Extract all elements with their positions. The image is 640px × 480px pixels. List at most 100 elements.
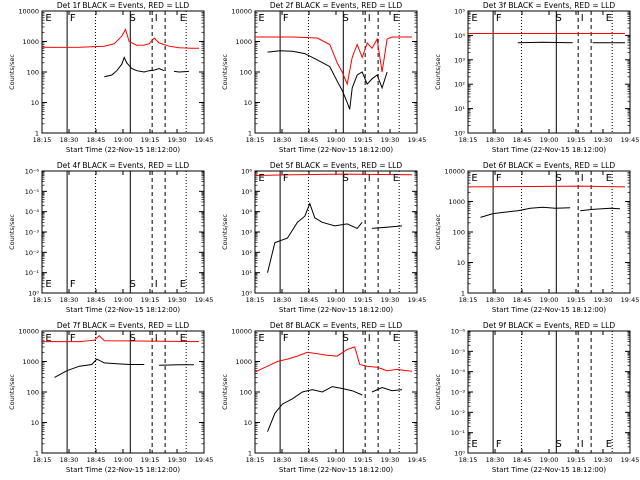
marker-letter: S [556,173,562,184]
x-tick-label: 18:15 [246,136,265,144]
panel-title: Det 3f BLACK = Events, RED = LLD [483,1,616,10]
panel-det-7f: Det 7f BLACK = Events, RED = LLD 18:15 18:… [8,321,213,474]
y-tick-label: 10 [244,99,252,107]
marker-letter: S [343,333,349,344]
x-tick-label: 19:00 [327,296,346,304]
panel-det-9f: Det 9f BLACK = Events, RED = LLD 18:15 18:… [434,321,639,474]
panel-det-3f: Det 3f BLACK = Events, RED = LLD 18:15 18:… [434,1,639,154]
x-tick-label: 19:15 [567,136,586,144]
x-tick-label: 18:30 [486,456,505,464]
y-tick-label: 100 [240,69,252,77]
marker-letter: E [471,439,477,450]
x-tick-label: 19:30 [381,296,400,304]
marker-letter: F [70,333,76,344]
marker-letter: F [70,13,76,24]
plot-frame [467,170,631,294]
y-tick-label: 10⁰ [454,450,465,458]
x-tick-label: 19:30 [168,456,187,464]
y-tick-label: 1000 [235,358,252,366]
y-tick-label: 10² [454,81,465,89]
panel-det-2f: Det 2f BLACK = Events, RED = LLD 18:15 18:… [221,1,426,154]
marker-letter: E [180,279,186,290]
x-axis-label: Start Time (22-Nov-15 18:12:00) [66,466,180,474]
y-tick-label: 10⁰ [28,290,39,298]
x-tick-label: 18:45 [513,456,532,464]
x-tick-label: 19:00 [327,136,346,144]
y-tick-label: 10000 [231,328,252,336]
x-tick-label: 19:15 [567,456,586,464]
marker-letter: S [130,279,136,290]
y-tick-label: 10⁰ [454,130,465,138]
marker-letter: E [606,173,612,184]
marker-letter: I [368,333,371,344]
y-tick-label: 100 [240,389,252,397]
y-tick-label: 10000 [18,328,39,336]
y-tick-label: 10³ [241,229,252,237]
x-tick-label: 18:45 [300,456,319,464]
x-axis-label: Start Time (22-Nov-15 18:12:00) [492,146,606,154]
x-tick-label: 18:45 [300,296,319,304]
y-tick-label: 10⁻² [25,249,40,257]
x-tick-label: 19:45 [195,296,214,304]
events-series-line [159,364,194,366]
marker-letter: F [70,279,76,290]
events-series-line [174,70,190,73]
y-tick-label: 100 [27,389,39,397]
lld-series-line [41,28,199,49]
marker-letter: F [283,333,289,344]
events-series-line [480,206,571,218]
y-axis-label: Counts/sec [434,374,442,410]
y-tick-label: 10² [241,249,252,257]
y-tick-label: 10⁻² [451,409,466,417]
panel-det-4f: Det 4f BLACK = Events, RED = LLD 18:15 18:… [8,161,213,314]
plot-frame [467,330,631,454]
x-tick-label: 19:15 [567,296,586,304]
x-axis-label: Start Time (22-Nov-15 18:12:00) [66,146,180,154]
plot-frame [41,170,205,294]
y-axis-label: Counts/sec [8,54,16,90]
plot-frame [254,330,418,454]
y-tick-label: 10 [31,419,39,427]
x-tick-label: 19:15 [354,136,373,144]
y-tick-label: 10¹ [241,269,252,277]
x-axis-label: Start Time (22-Nov-15 18:12:00) [279,466,393,474]
marker-letter: E [258,173,264,184]
x-tick-label: 18:30 [273,136,292,144]
x-tick-label: 18:30 [486,136,505,144]
x-tick-label: 19:00 [327,456,346,464]
x-tick-label: 19:30 [168,296,187,304]
y-tick-label: 1 [35,130,39,138]
x-tick-label: 18:30 [60,296,79,304]
marker-letter: S [343,173,349,184]
marker-letter: I [368,13,371,24]
marker-letter: E [180,333,186,344]
y-axis-label: Counts/sec [434,54,442,90]
y-tick-label: 10⁻¹ [25,269,40,277]
marker-letter: I [155,13,158,24]
x-tick-label: 19:30 [168,136,187,144]
lld-series-line [467,185,626,188]
marker-letter: E [258,13,264,24]
marker-letter: F [496,13,502,24]
x-tick-label: 18:45 [87,296,106,304]
x-tick-label: 19:45 [195,136,214,144]
y-tick-label: 1000 [235,38,252,46]
x-tick-label: 19:45 [408,296,427,304]
y-axis-label: Counts/sec [221,374,229,410]
x-tick-label: 19:15 [141,136,160,144]
y-tick-label: 1000 [22,38,39,46]
y-axis-label: Counts/sec [434,214,442,250]
plot-frame [467,10,631,134]
marker-letter: S [556,13,562,24]
x-tick-label: 19:30 [594,136,613,144]
y-tick-label: 1000 [448,198,465,206]
x-tick-label: 18:45 [513,136,532,144]
y-tick-label: 10 [244,419,252,427]
y-tick-label: 10⁰ [241,290,252,298]
x-tick-label: 18:30 [273,296,292,304]
marker-letter: E [606,439,612,450]
x-tick-label: 19:45 [621,296,640,304]
x-tick-label: 18:15 [459,136,478,144]
y-axis-label: Counts/sec [8,214,16,250]
y-tick-label: 1 [248,450,252,458]
